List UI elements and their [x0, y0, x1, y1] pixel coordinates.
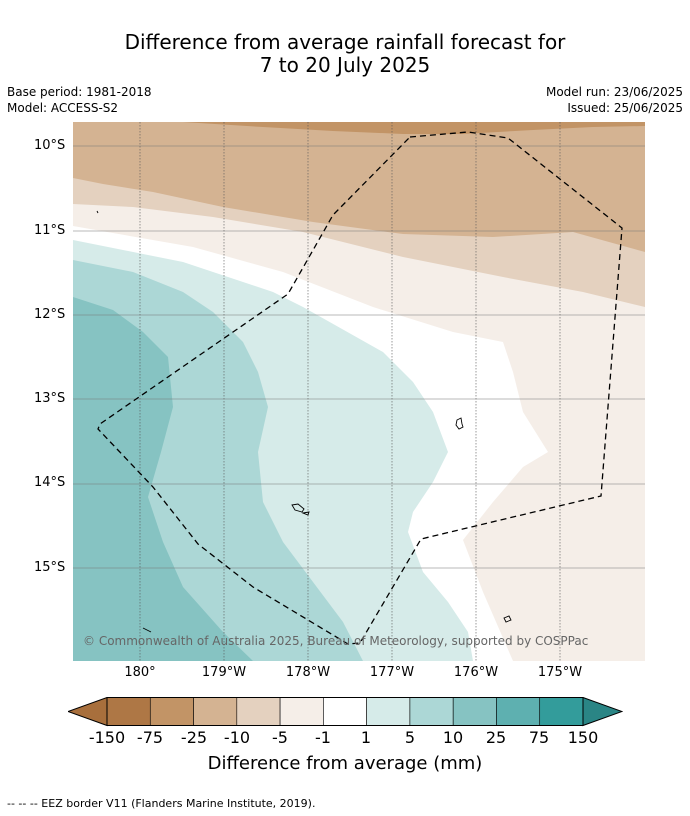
- lon-label-175w: 175°W: [537, 665, 583, 680]
- rainfall-map: © Commonwealth of Australia 2025, Bureau…: [73, 122, 645, 661]
- colorbar-cell: [149, 697, 194, 726]
- colorbar-tick: 75: [528, 728, 550, 747]
- copyright-notice: © Commonwealth of Australia 2025, Bureau…: [83, 634, 588, 648]
- colorbar-tick: -1: [315, 728, 331, 747]
- lat-label-10s: 10°S: [34, 138, 66, 153]
- model-run-info: Model run: 23/06/2025 Issued: 25/06/2025: [546, 84, 683, 116]
- lat-label-12s: 12°S: [34, 307, 66, 322]
- lon-label-177w: 177°W: [369, 665, 415, 680]
- colorbar-tick: 5: [404, 728, 416, 747]
- issued-text: Issued: 25/06/2025: [567, 101, 683, 115]
- base-period-info: Base period: 1981-2018 Model: ACCESS-S2: [7, 84, 152, 116]
- eez-legend-note: -- -- -- EEZ border V11 (Flanders Marine…: [7, 797, 316, 810]
- lon-label-180: 180°: [124, 665, 156, 680]
- colorbar-frame: [106, 697, 584, 726]
- base-period-text: Base period: 1981-2018: [7, 85, 152, 99]
- band-minus75-to-minus25: [183, 122, 645, 134]
- model-run-text: Model run: 23/06/2025: [545, 85, 683, 99]
- model-text: Model: ACCESS-S2: [7, 101, 119, 115]
- colorbar-cell: [496, 697, 541, 726]
- island-outlines: [96, 210, 512, 633]
- colorbar-label: Difference from average (mm): [207, 753, 483, 774]
- colorbar-tick: -150: [88, 728, 126, 747]
- colorbar-tick: -5: [272, 728, 288, 747]
- colorbar-tick: 150: [567, 728, 599, 747]
- colorbar-cell: [193, 697, 238, 726]
- band-minus25-to-minus10: [73, 122, 645, 252]
- map-title: Difference from average rainfall forecas…: [0, 31, 690, 77]
- colorbar-tick: 25: [485, 728, 507, 747]
- colorbar-tick: -25: [180, 728, 208, 747]
- colorbar-cell: [236, 697, 281, 726]
- colorbar-tick: 10: [442, 728, 464, 747]
- lat-label-13s: 13°S: [34, 391, 66, 406]
- colorbar-cell: [323, 697, 367, 726]
- lon-label-176w: 176°W: [453, 665, 499, 680]
- lon-label-178w: 178°W: [285, 665, 331, 680]
- colorbar-extend-low: [68, 697, 108, 727]
- colorbar-cell: [106, 697, 151, 726]
- colorbar-cell: [366, 697, 411, 726]
- colorbar-tick: 1: [360, 728, 372, 747]
- colorbar-cell: [409, 697, 454, 726]
- title-line-1: Difference from average rainfall forecas…: [124, 30, 566, 54]
- colorbar-tick: -10: [223, 728, 251, 747]
- lon-label-179w: 179°W: [201, 665, 247, 680]
- lat-label-14s: 14°S: [34, 475, 66, 490]
- colorbar-extend-high: [582, 697, 623, 727]
- lat-label-11s: 11°S: [34, 223, 66, 238]
- colorbar-cell: [539, 697, 584, 726]
- colorbar-cell: [279, 697, 324, 726]
- colorbar-tick: -75: [136, 728, 164, 747]
- band-10-to-25: [73, 297, 253, 661]
- colorbar-cell: [452, 697, 497, 726]
- lat-label-15s: 15°S: [34, 560, 66, 575]
- title-line-2: 7 to 20 July 2025: [259, 53, 431, 77]
- eez-border: [97, 131, 623, 645]
- colorbar-legend: [68, 697, 623, 727]
- latitude-lines: [73, 145, 645, 569]
